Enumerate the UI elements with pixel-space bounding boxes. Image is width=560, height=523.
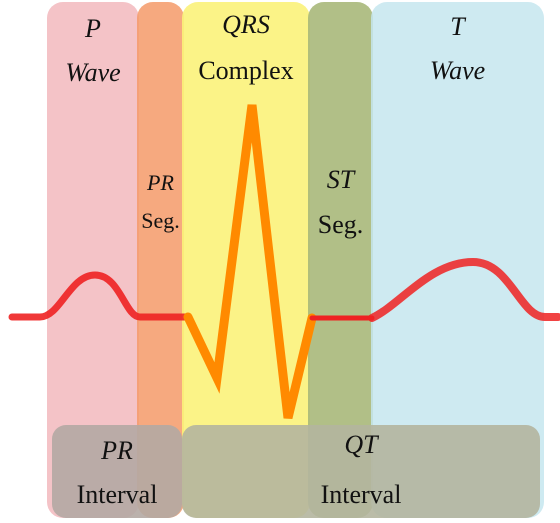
qt-interval-bar <box>182 425 540 518</box>
pr-interval-label-word: Interval <box>76 480 158 509</box>
st-segment-label-symbol: ST <box>326 165 355 194</box>
qrs-complex-label-symbol: QRS <box>222 10 270 39</box>
pr-interval-bar <box>52 425 182 518</box>
qrs-complex-label-word: Complex <box>198 56 294 85</box>
pr-segment-label-symbol: PR <box>147 170 174 195</box>
p-wave-label-word: Wave <box>65 58 121 87</box>
t-wave-label-word: Wave <box>429 56 486 85</box>
t-wave-label-symbol: T <box>450 12 465 41</box>
pr-segment-label-word: Seg. <box>141 208 180 233</box>
t-wave-trace <box>368 258 560 322</box>
pr-interval-label-symbol: PR <box>101 436 133 465</box>
qrs-complex-trace <box>183 104 317 420</box>
p-wave-trace <box>8 271 192 321</box>
st-segment-label-word: Seg. <box>317 210 364 239</box>
p-wave-label-symbol: P <box>85 14 101 43</box>
qt-interval-label-word: Interval <box>320 480 402 509</box>
qt-interval-label-symbol: QT <box>344 430 378 459</box>
